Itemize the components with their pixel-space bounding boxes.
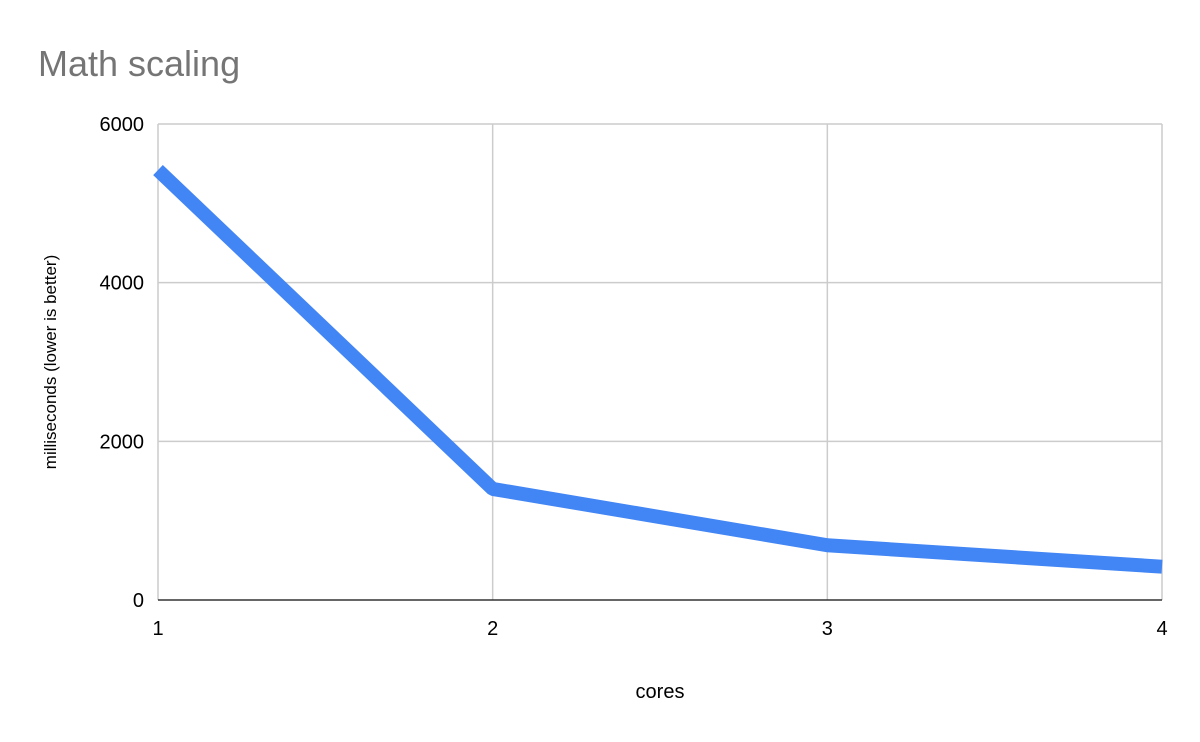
x-tick-label: 3 (822, 618, 833, 640)
y-tick-label: 0 (133, 590, 144, 612)
x-tick-label: 4 (1156, 618, 1167, 640)
series-line (153, 164, 1163, 574)
y-tick-label: 6000 (100, 114, 145, 136)
chart-title: Math scaling (38, 43, 240, 84)
x-axis-label: cores (636, 681, 685, 703)
x-tick-label: 2 (487, 618, 498, 640)
y-ticks: 0 2000 4000 6000 (100, 114, 145, 612)
x-tick-label: 1 (152, 618, 163, 640)
y-tick-label: 4000 (100, 273, 145, 295)
gridlines (157, 123, 1163, 601)
series-group (153, 164, 1163, 574)
x-ticks: 1 2 3 4 (152, 618, 1167, 640)
y-axis-label: milliseconds (lower is better) (41, 255, 60, 469)
y-tick-label: 2000 (100, 431, 145, 453)
